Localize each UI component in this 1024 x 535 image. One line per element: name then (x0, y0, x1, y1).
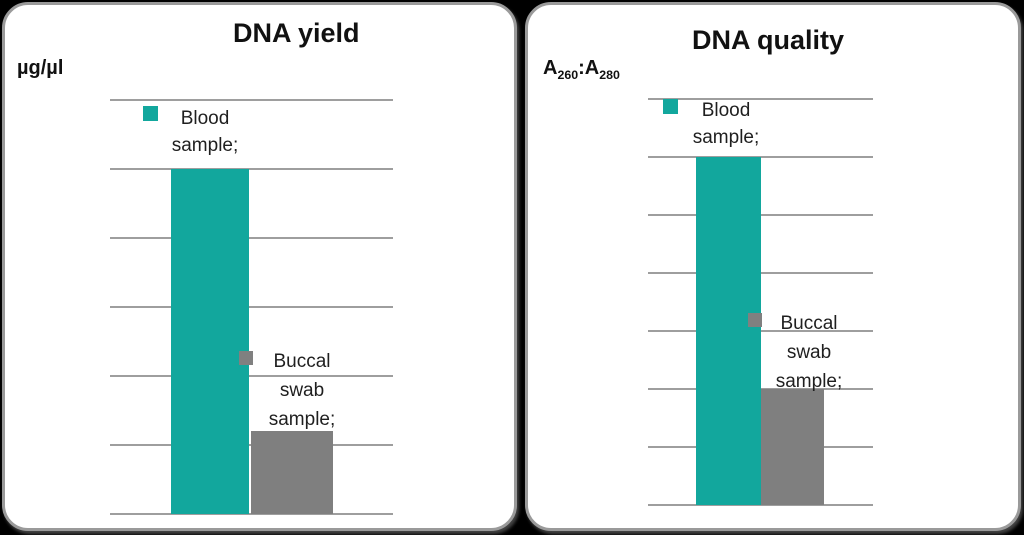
y-axis-unit-label-quality: A260:A280 (543, 57, 620, 82)
legend-line: swab (786, 342, 832, 363)
gridline (110, 306, 393, 308)
dna-quality-card: DNA quality A260:A280 Blood sample; Bucc… (525, 2, 1021, 531)
blood-sample-legend-swatch (143, 106, 158, 121)
y-axis-unit-label-yield: µg/µl (17, 57, 64, 79)
bar-blood-sample (171, 169, 249, 514)
bar-buccal-swab-sample (251, 431, 333, 514)
legend-line: Buccal (273, 351, 331, 372)
legend-line: swab (279, 380, 325, 401)
buccal-swab-legend-label: Buccal swab sample; (747, 309, 871, 396)
chart-title-dna-quality: DNA quality (692, 25, 845, 55)
chart-title-dna-yield: DNA yield (233, 18, 360, 48)
gridline (110, 168, 393, 170)
dna-yield-card: DNA yield µg/µl Blood sample; Buccal swa… (2, 2, 517, 531)
yield-plot-area (110, 99, 393, 515)
buccal-swab-legend-label: Buccal swab sample; (240, 347, 364, 434)
gridline (110, 513, 393, 515)
bar-buccal-swab-sample (761, 389, 824, 505)
legend-line: sample; (775, 371, 843, 392)
gridline (648, 98, 873, 100)
legend-line: Blood (180, 108, 230, 129)
legend-line: sample; (171, 135, 239, 156)
buccal-swab-legend-swatch (239, 351, 253, 365)
blood-sample-legend-label: Blood sample; (664, 97, 788, 151)
gridline (110, 99, 393, 101)
gridline (110, 375, 393, 377)
quality-plot-area (648, 98, 873, 506)
gridline (110, 237, 393, 239)
bar-blood-sample (696, 157, 761, 505)
legend-line: sample; (692, 127, 760, 148)
legend-line: Blood (701, 100, 751, 121)
blood-sample-legend-label: Blood sample; (143, 105, 267, 159)
buccal-swab-legend-swatch (748, 313, 762, 327)
legend-line: Buccal (780, 313, 838, 334)
legend-line: sample; (268, 409, 336, 430)
gridline (648, 504, 873, 506)
blood-sample-legend-swatch (663, 99, 678, 114)
